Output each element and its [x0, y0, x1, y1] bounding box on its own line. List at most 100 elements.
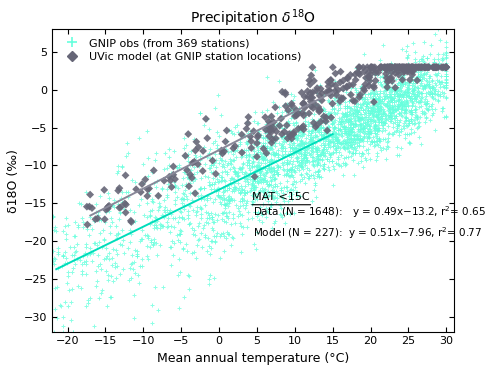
Point: [442, 50, 450, 56]
Point: [358, 128, 366, 134]
Point: [234, 187, 242, 193]
Point: [253, 229, 261, 235]
Point: [396, 78, 404, 84]
Point: [206, 186, 214, 192]
Point: [394, 122, 402, 128]
Point: [244, 179, 252, 185]
Point: [254, 209, 262, 215]
Point: [298, 90, 306, 96]
Point: [171, 182, 179, 188]
Point: [359, 126, 367, 132]
Point: [382, 63, 390, 69]
Point: [315, 174, 323, 180]
Point: [182, 241, 190, 247]
Point: [362, 75, 370, 81]
Point: [342, 129, 350, 135]
Point: [238, 198, 246, 203]
Point: [388, 115, 396, 121]
Point: [394, 72, 402, 78]
Point: [260, 187, 268, 193]
Point: [354, 126, 362, 132]
Point: [372, 131, 380, 137]
Point: [434, 92, 442, 98]
Point: [296, 108, 304, 114]
Point: [226, 200, 234, 206]
Point: [314, 159, 322, 165]
Point: [274, 171, 282, 177]
Point: [420, 75, 428, 81]
Point: [336, 121, 344, 127]
Point: [263, 123, 271, 129]
Point: [436, 38, 444, 44]
Point: [300, 123, 308, 129]
Point: [386, 89, 394, 95]
Point: [52, 224, 60, 230]
Point: [374, 96, 382, 102]
Point: [320, 135, 328, 141]
Point: [372, 102, 380, 108]
Point: [261, 125, 269, 131]
Point: [327, 115, 335, 121]
Point: [322, 134, 330, 140]
Point: [294, 108, 302, 114]
Point: [272, 188, 280, 194]
Point: [336, 139, 344, 145]
Point: [248, 154, 256, 160]
Point: [236, 185, 244, 191]
Point: [180, 176, 188, 182]
Point: [347, 139, 355, 145]
Point: [320, 142, 328, 148]
Point: [404, 89, 412, 95]
Point: [251, 168, 259, 174]
Point: [175, 164, 183, 170]
Point: [373, 127, 381, 133]
Point: [302, 148, 310, 154]
Point: [328, 158, 336, 164]
Point: [240, 224, 248, 230]
Point: [297, 171, 305, 177]
Point: [236, 139, 244, 145]
Point: [188, 197, 196, 203]
Point: [372, 91, 380, 97]
Point: [236, 190, 244, 196]
Point: [406, 138, 413, 144]
Point: [385, 84, 393, 90]
Point: [268, 151, 276, 157]
Point: [390, 109, 398, 115]
Point: [324, 83, 332, 89]
Point: [312, 157, 320, 163]
Point: [408, 95, 416, 101]
Point: [283, 101, 291, 107]
Point: [330, 166, 338, 171]
Point: [425, 64, 433, 70]
Point: [251, 178, 259, 184]
Point: [166, 244, 174, 250]
Point: [140, 212, 148, 218]
Point: [230, 168, 237, 174]
Point: [316, 86, 324, 92]
Point: [166, 177, 174, 183]
Point: [332, 131, 340, 137]
Point: [392, 119, 400, 125]
Point: [384, 130, 392, 136]
Point: [93, 278, 101, 284]
Point: [266, 145, 274, 151]
Point: [191, 152, 199, 158]
Point: [178, 182, 186, 187]
Point: [307, 73, 315, 78]
Point: [434, 78, 442, 84]
Point: [274, 171, 282, 177]
Point: [422, 114, 430, 120]
Point: [71, 262, 79, 267]
Point: [342, 130, 350, 136]
Point: [324, 128, 332, 134]
Point: [138, 256, 146, 262]
Point: [352, 87, 360, 93]
Point: [284, 173, 292, 179]
Point: [388, 105, 396, 111]
Point: [228, 215, 236, 221]
Point: [386, 65, 394, 71]
Point: [394, 97, 402, 103]
Point: [320, 134, 328, 140]
Point: [358, 101, 366, 107]
